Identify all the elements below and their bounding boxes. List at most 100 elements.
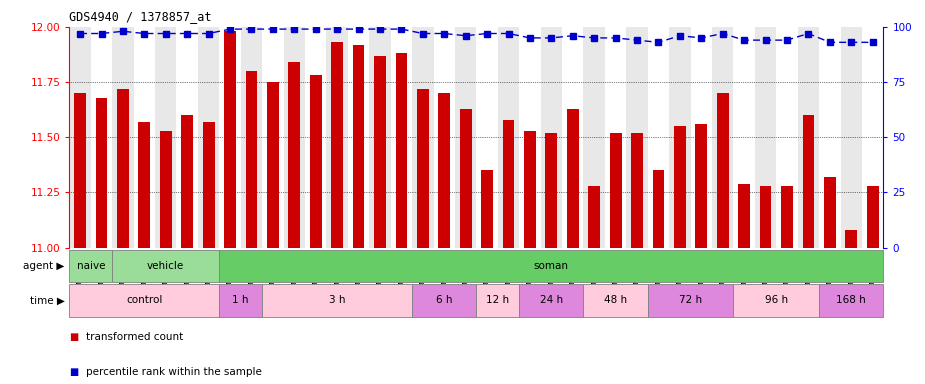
Bar: [95, 98, 107, 248]
Bar: [524, 131, 536, 248]
Bar: [374, 56, 386, 248]
Bar: [519, 27, 540, 248]
Bar: [648, 27, 669, 248]
Bar: [245, 71, 257, 248]
Bar: [674, 126, 685, 248]
Text: 3 h: 3 h: [329, 295, 345, 306]
Bar: [267, 82, 278, 248]
Bar: [755, 27, 776, 248]
Bar: [820, 27, 841, 248]
Bar: [540, 27, 562, 248]
Bar: [181, 115, 193, 248]
Bar: [434, 27, 455, 248]
Bar: [781, 186, 793, 248]
Bar: [455, 27, 476, 248]
Bar: [631, 133, 643, 248]
Bar: [177, 27, 198, 248]
Text: control: control: [126, 295, 163, 306]
Text: 168 h: 168 h: [836, 295, 866, 306]
Bar: [396, 53, 407, 248]
Bar: [262, 284, 413, 317]
Bar: [219, 284, 262, 317]
Text: 72 h: 72 h: [679, 295, 702, 306]
Text: ■: ■: [69, 367, 79, 377]
Bar: [327, 27, 348, 248]
Bar: [69, 27, 91, 248]
Bar: [712, 27, 734, 248]
Text: agent ▶: agent ▶: [23, 261, 65, 271]
Bar: [867, 186, 879, 248]
Bar: [498, 27, 519, 248]
Bar: [476, 27, 498, 248]
Bar: [588, 186, 600, 248]
Bar: [605, 27, 626, 248]
Bar: [310, 75, 322, 248]
Bar: [717, 93, 729, 248]
Text: GDS4940 / 1378857_at: GDS4940 / 1378857_at: [69, 10, 212, 23]
Bar: [669, 27, 691, 248]
Bar: [648, 284, 734, 317]
Bar: [203, 122, 215, 248]
Text: 1 h: 1 h: [232, 295, 249, 306]
Bar: [824, 177, 835, 248]
Bar: [117, 89, 129, 248]
Bar: [610, 133, 622, 248]
Bar: [305, 27, 327, 248]
Bar: [797, 27, 820, 248]
Bar: [460, 109, 472, 248]
Bar: [369, 27, 390, 248]
Bar: [413, 27, 434, 248]
Bar: [776, 27, 797, 248]
Bar: [198, 27, 219, 248]
Text: 96 h: 96 h: [765, 295, 788, 306]
Bar: [219, 27, 240, 248]
Bar: [413, 284, 476, 317]
Bar: [696, 124, 708, 248]
Bar: [803, 115, 814, 248]
Bar: [219, 250, 883, 282]
Bar: [502, 119, 514, 248]
Bar: [112, 27, 133, 248]
Bar: [734, 284, 820, 317]
Bar: [139, 122, 150, 248]
Bar: [74, 93, 86, 248]
Bar: [734, 27, 755, 248]
Bar: [567, 109, 579, 248]
Bar: [240, 27, 262, 248]
Bar: [133, 27, 155, 248]
Bar: [562, 27, 584, 248]
Bar: [820, 284, 883, 317]
Bar: [652, 170, 664, 248]
Bar: [284, 27, 305, 248]
Bar: [862, 27, 883, 248]
Bar: [262, 27, 284, 248]
Bar: [224, 31, 236, 248]
Text: soman: soman: [534, 261, 569, 271]
Bar: [584, 27, 605, 248]
Bar: [546, 133, 557, 248]
Bar: [69, 250, 112, 282]
Text: 12 h: 12 h: [487, 295, 510, 306]
Text: transformed count: transformed count: [86, 332, 183, 342]
Text: vehicle: vehicle: [147, 261, 184, 271]
Text: ■: ■: [69, 332, 79, 342]
Bar: [352, 45, 364, 248]
Bar: [519, 284, 584, 317]
Text: percentile rank within the sample: percentile rank within the sample: [86, 367, 262, 377]
Text: naive: naive: [77, 261, 105, 271]
Bar: [626, 27, 647, 248]
Bar: [691, 27, 712, 248]
Bar: [738, 184, 750, 248]
Text: 6 h: 6 h: [436, 295, 452, 306]
Bar: [438, 93, 450, 248]
Bar: [417, 89, 428, 248]
Bar: [584, 284, 647, 317]
Bar: [91, 27, 112, 248]
Bar: [481, 170, 493, 248]
Bar: [390, 27, 413, 248]
Bar: [155, 27, 177, 248]
Text: 48 h: 48 h: [604, 295, 627, 306]
Bar: [759, 186, 771, 248]
Text: 24 h: 24 h: [540, 295, 563, 306]
Bar: [841, 27, 862, 248]
